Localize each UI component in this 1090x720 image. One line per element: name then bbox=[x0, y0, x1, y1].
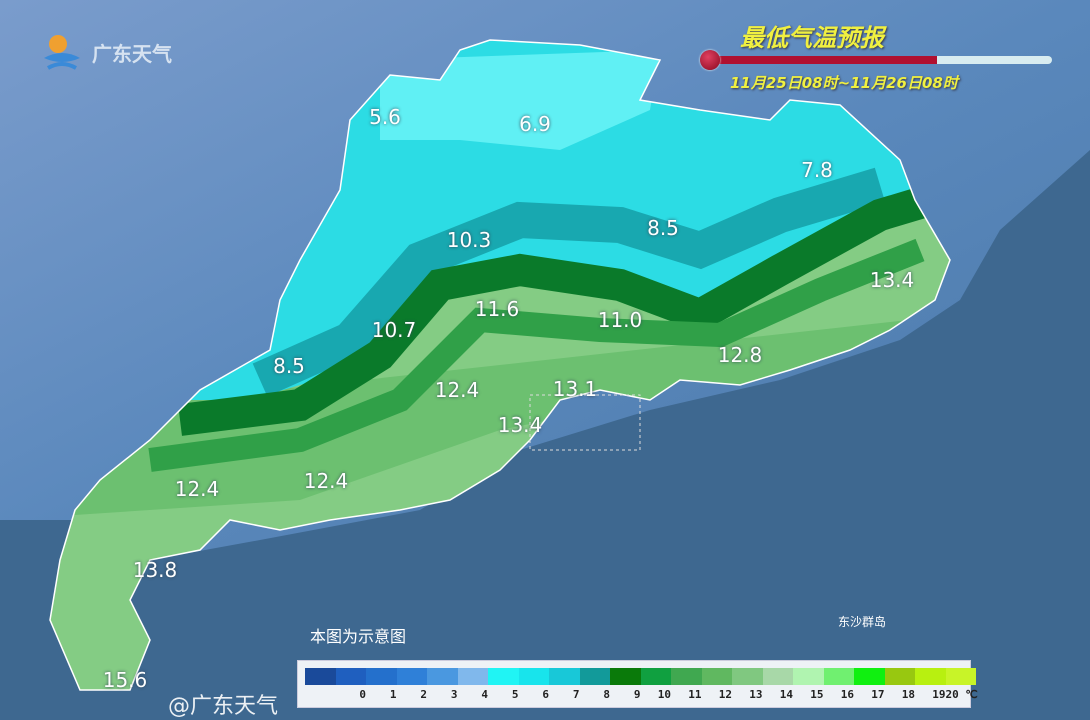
legend-label: 15 bbox=[810, 688, 824, 701]
legend-swatch bbox=[945, 668, 976, 685]
legend-label: 3 bbox=[450, 688, 458, 701]
legend-swatch bbox=[823, 668, 854, 685]
legend-swatch bbox=[549, 668, 580, 685]
legend-swatch bbox=[457, 668, 488, 685]
thermometer-bulb-icon bbox=[700, 50, 720, 70]
legend-label: 9 bbox=[633, 688, 641, 701]
legend-label: 2 bbox=[420, 688, 427, 701]
color-legend: 0 1 2 3 4 5 6 7 8 9 10 11 12 13 14 15 16 17 18 19 20 ℃ bbox=[297, 660, 978, 708]
temperature-label: 8.5 bbox=[647, 216, 679, 240]
watermark: @广东天气 bbox=[168, 694, 279, 719]
temperature-label: 12.4 bbox=[434, 378, 480, 402]
logo: 广东天气 bbox=[36, 26, 172, 78]
temperature-label: 12.4 bbox=[303, 469, 349, 493]
temperature-label: 15.6 bbox=[102, 668, 148, 692]
legend-label: 7 bbox=[572, 688, 580, 701]
temperature-label: 5.6 bbox=[369, 105, 401, 129]
temperature-label: 12.4 bbox=[174, 477, 220, 501]
legend-label: 20 ℃ bbox=[945, 688, 978, 701]
legend-swatch bbox=[579, 668, 610, 685]
legend-label: 0 bbox=[359, 688, 366, 701]
legend-swatch bbox=[427, 668, 458, 685]
legend-swatch bbox=[305, 668, 336, 685]
logo-text: 广东天气 bbox=[92, 41, 172, 66]
legend-label: 17 bbox=[871, 688, 885, 701]
temperature-label: 10.3 bbox=[446, 228, 492, 252]
legend-swatch bbox=[335, 668, 366, 685]
temperature-label: 13.4 bbox=[869, 268, 915, 292]
legend-label: 8 bbox=[603, 688, 610, 701]
weather-logo-icon bbox=[44, 35, 80, 70]
legend-swatch bbox=[884, 668, 915, 685]
temperature-label: 13.1 bbox=[552, 377, 598, 401]
hongkong-macau-box bbox=[529, 394, 641, 451]
legend-label: 18 bbox=[901, 688, 915, 701]
temperature-label: 13.8 bbox=[132, 558, 178, 582]
legend-label: 4 bbox=[481, 688, 488, 701]
thermometer-graphic bbox=[700, 50, 1054, 70]
temperature-label: 8.5 bbox=[273, 354, 305, 378]
legend-swatch bbox=[915, 668, 946, 685]
legend-swatch bbox=[732, 668, 763, 685]
legend-swatch bbox=[854, 668, 885, 685]
forecast-period: 11月25日08时~11月26日08时 bbox=[730, 74, 958, 92]
legend-label: 19 bbox=[932, 688, 946, 701]
temperature-label: 11.0 bbox=[597, 308, 643, 332]
temperature-label: 10.7 bbox=[371, 318, 417, 342]
legend-label: 5 bbox=[511, 688, 519, 701]
legend-swatch bbox=[762, 668, 793, 685]
legend-swatch bbox=[366, 668, 397, 685]
legend-swatch bbox=[518, 668, 549, 685]
island-label: 东沙群岛 bbox=[838, 615, 887, 629]
legend-label: 13 bbox=[749, 688, 763, 701]
legend-label: 11 bbox=[688, 688, 702, 701]
legend-swatch bbox=[488, 668, 519, 685]
map-title: 最低气温预报 bbox=[740, 24, 884, 52]
legend-swatch bbox=[701, 668, 732, 685]
schematic-note: 本图为示意图 bbox=[310, 627, 407, 646]
legend-swatch bbox=[610, 668, 641, 685]
legend-swatch bbox=[793, 668, 824, 685]
legend-label: 12 bbox=[718, 688, 732, 701]
legend-swatch bbox=[396, 668, 427, 685]
legend-label: 10 bbox=[657, 688, 671, 701]
legend-label bbox=[305, 688, 336, 701]
thermometer-fill bbox=[714, 56, 938, 64]
legend-label: 1 bbox=[389, 688, 397, 701]
temperature-label: 7.8 bbox=[801, 158, 833, 182]
legend-swatch bbox=[671, 668, 702, 685]
legend-label: 16 bbox=[840, 688, 854, 701]
legend-label: 6 bbox=[542, 688, 549, 701]
temperature-label: 12.8 bbox=[717, 343, 763, 367]
temperature-label: 11.6 bbox=[474, 297, 520, 321]
temperature-label: 13.4 bbox=[497, 413, 543, 437]
legend-label: 14 bbox=[779, 688, 793, 701]
temperature-label: 6.9 bbox=[519, 112, 551, 136]
legend-swatch bbox=[640, 668, 671, 685]
